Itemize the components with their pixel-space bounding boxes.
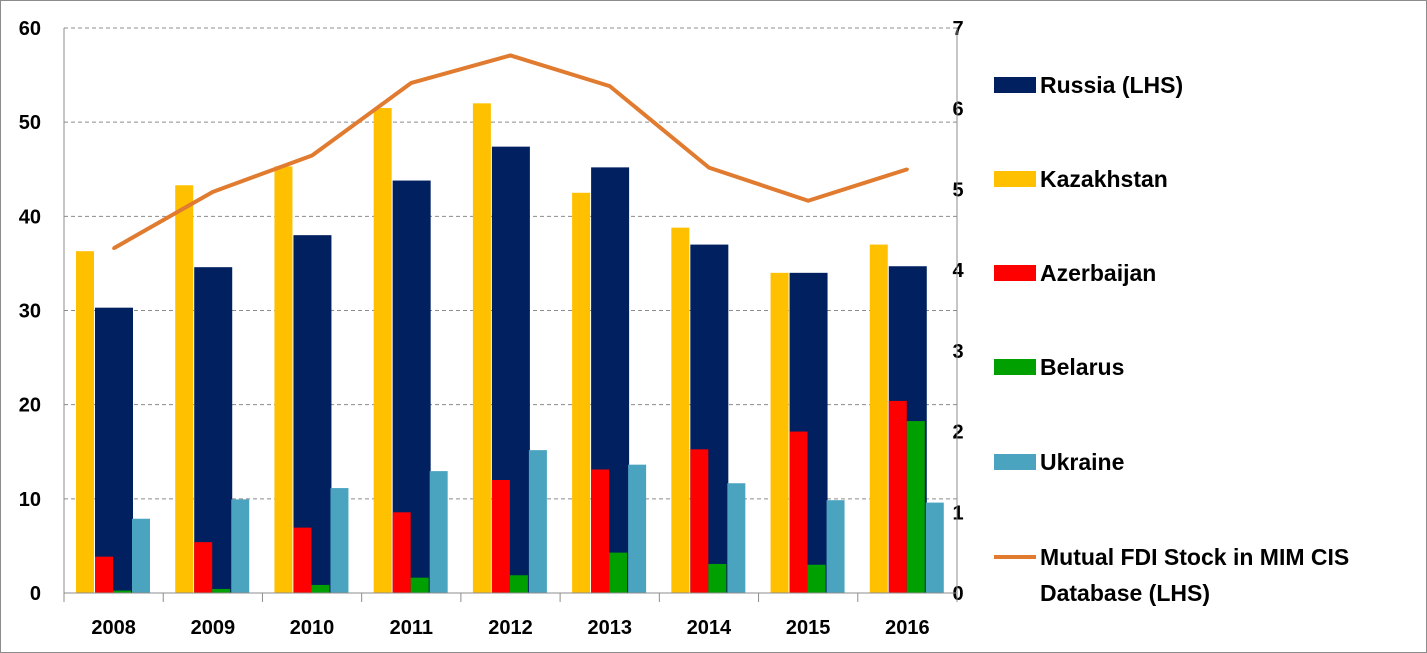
x-tick-label: 2011 [390, 617, 433, 639]
legend: Russia (LHS) Kazakhstan Azerbaijan Belarus U… [994, 72, 1349, 606]
bar-kazakhstan-2010 [274, 166, 293, 594]
bar-azerbaijan-2015 [789, 431, 808, 593]
line-point [905, 167, 909, 171]
legend-label-mutual-fdi-stock-in-mim-cis-database-lhs: Mutual FDI Stock in MIM CIS [1040, 544, 1349, 570]
line-point [509, 53, 512, 57]
y-left-tick-label: 40 [19, 206, 41, 228]
bar-kazakhstan-2013 [572, 192, 591, 593]
bar-kazakhstan-2015 [770, 272, 789, 593]
y-right-tick-label: 0 [952, 583, 963, 605]
x-tick-label: 2012 [488, 617, 533, 639]
legend-label-kazakhstan: Kazakhstan [1040, 166, 1168, 192]
legend-label-belarus: Belarus [1040, 354, 1124, 380]
bar-ukraine-2010 [330, 488, 349, 593]
x-tick-label: 2009 [191, 617, 236, 639]
y-right-tick-label: 1 [952, 502, 963, 524]
bar-ukraine-2013 [628, 464, 647, 593]
bar-kazakhstan-2012 [472, 103, 491, 593]
bar-azerbaijan-2011 [392, 512, 411, 593]
bar-azerbaijan-2014 [690, 449, 709, 593]
bar-ukraine-2014 [727, 483, 746, 593]
y-right-tick-label: 7 [952, 18, 963, 40]
bar-azerbaijan-2010 [293, 527, 312, 593]
y-left-tick-label: 10 [19, 489, 41, 511]
y-right-tick-label: 2 [952, 422, 963, 444]
bar-belarus-2009 [212, 588, 231, 593]
bar-belarus-2015 [807, 564, 826, 593]
y-right-tick-label: 6 [952, 99, 963, 121]
y-left-tick-label: 30 [19, 301, 41, 323]
bar-russia-lhs-2009 [194, 267, 233, 593]
x-tick-label: 2016 [885, 617, 930, 639]
bar-ukraine-2012 [528, 450, 547, 593]
bar-belarus-2008 [113, 590, 131, 593]
line-point [211, 190, 215, 194]
bar-ukraine-2016 [925, 502, 944, 593]
bar-kazakhstan-2016 [869, 244, 888, 594]
legend-swatch-azerbaijan [994, 265, 1036, 281]
bar-belarus-2013 [609, 552, 628, 593]
bar-belarus-2010 [311, 584, 330, 593]
bar-belarus-2012 [509, 575, 528, 593]
x-tick-label: 2013 [587, 617, 632, 639]
legend-label-ukraine: Ukraine [1040, 449, 1124, 475]
bars [76, 103, 944, 594]
bar-azerbaijan-2012 [491, 480, 510, 593]
legend-label-russia-lhs: Russia (LHS) [1040, 72, 1183, 98]
bar-kazakhstan-2014 [671, 227, 690, 593]
bar-azerbaijan-2016 [888, 400, 907, 593]
bar-azerbaijan-2009 [194, 542, 213, 593]
bar-ukraine-2015 [826, 500, 845, 593]
bar-belarus-2016 [906, 421, 925, 593]
bar-ukraine-2011 [429, 471, 448, 593]
x-tick-label: 2008 [91, 617, 136, 639]
x-tick-label: 2014 [687, 617, 732, 639]
y-right-tick-label: 4 [952, 260, 964, 282]
legend-swatch-belarus [994, 359, 1036, 375]
legend-label-mutual-fdi-stock-in-mim-cis-database-lhs: Database (LHS) [1040, 580, 1210, 606]
line-point [310, 154, 314, 158]
line-point [409, 81, 413, 85]
x-tick-label: 2015 [786, 617, 831, 639]
bar-ukraine-2009 [231, 499, 250, 593]
bar-russia-lhs-2008 [95, 307, 133, 593]
legend-label-azerbaijan: Azerbaijan [1040, 260, 1156, 286]
line-point [608, 84, 612, 88]
line-series [112, 53, 909, 251]
bar-kazakhstan-2008 [76, 251, 94, 594]
y-left-tick-label: 60 [19, 18, 41, 40]
legend-swatch-kazakhstan [994, 171, 1036, 187]
line-point [806, 199, 810, 203]
y-left-tick-label: 50 [19, 112, 41, 134]
bar-belarus-2014 [708, 563, 727, 593]
y-right-tick-label: 3 [952, 341, 963, 363]
y-left-tick-label: 0 [30, 583, 41, 605]
y-right-tick-label: 5 [952, 179, 963, 201]
bar-azerbaijan-2013 [591, 469, 610, 593]
bar-ukraine-2008 [132, 518, 150, 593]
bar-belarus-2011 [410, 577, 429, 593]
bar-kazakhstan-2009 [175, 185, 194, 593]
line-point [707, 166, 711, 170]
bar-azerbaijan-2008 [95, 556, 113, 593]
line-point [112, 246, 116, 250]
y-left-tick-label: 20 [19, 395, 41, 417]
x-tick-label: 2010 [290, 617, 335, 639]
legend-swatch-russia-lhs [994, 77, 1036, 93]
axes: 0 10 20 30 40 50 60 0 1 2 3 4 5 6 7 2008 2009 2010 2011 201… [19, 18, 965, 639]
bar-kazakhstan-2011 [373, 108, 392, 594]
legend-swatch-ukraine [994, 454, 1036, 470]
